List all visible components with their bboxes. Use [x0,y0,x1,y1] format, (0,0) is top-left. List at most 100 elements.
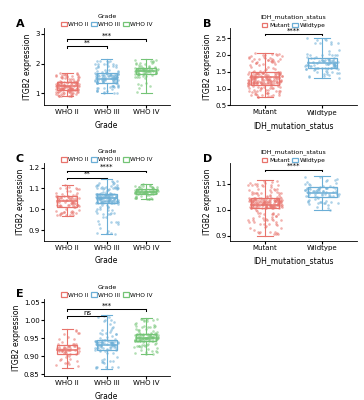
Point [137,337,143,344]
Point [133,195,139,202]
Point [143,66,149,72]
Point [250,79,256,85]
Point [56,344,62,350]
Point [153,190,158,196]
Point [258,80,264,86]
Point [112,343,118,350]
Point [110,340,115,346]
Point [275,182,281,188]
Point [96,339,102,346]
Point [274,196,280,202]
Point [61,350,67,356]
Point [95,199,100,206]
Point [115,198,121,205]
Point [106,195,112,202]
Point [107,192,112,198]
Point [336,47,341,54]
Point [328,65,334,72]
Point [268,55,273,61]
Point [115,339,121,346]
Point [115,68,120,75]
Point [100,192,106,198]
Point [106,186,112,192]
Point [252,50,258,57]
Point [273,61,278,67]
Point [66,202,72,208]
Point [111,197,116,204]
Y-axis label: ITGB2 expression: ITGB2 expression [203,169,212,235]
Point [100,74,106,80]
Point [259,81,265,88]
Point [136,184,142,190]
Point [94,88,100,94]
Point [154,335,160,341]
Point [276,210,281,217]
Point [261,178,266,184]
Point [69,73,75,79]
Point [265,64,271,71]
Point [99,198,105,205]
Point [115,84,121,90]
Point [98,342,104,348]
Point [107,346,113,352]
Point [250,72,256,78]
Point [111,342,117,348]
Point [108,210,114,217]
Point [257,198,263,205]
Point [70,87,76,93]
Point [135,68,141,74]
Point [105,194,111,201]
Point [95,64,100,70]
Point [95,197,101,203]
Point [97,195,103,202]
Point [145,340,151,347]
Point [146,192,152,198]
Point [147,83,153,89]
Point [57,86,63,93]
Point [257,228,263,235]
Point [277,78,283,84]
Point [152,330,158,336]
Point [114,64,119,70]
X-axis label: IDH_mutation_status: IDH_mutation_status [253,121,334,130]
Point [152,64,158,70]
Point [137,330,143,337]
Point [147,182,153,188]
Point [314,200,320,207]
Point [101,89,107,96]
Point [248,74,254,80]
Point [104,346,110,352]
Point [66,184,72,190]
Point [273,220,279,227]
Point [273,88,279,94]
Point [274,76,280,83]
Point [303,66,309,72]
Point [66,193,71,200]
Point [104,192,110,198]
Point [251,75,257,81]
Point [143,349,149,356]
Point [266,197,272,203]
Point [68,79,74,86]
Point [251,190,257,196]
Point [263,203,269,210]
Point [335,66,341,72]
Point [317,199,323,205]
Point [93,364,99,371]
Point [149,184,155,190]
Point [253,196,258,202]
Point [321,183,327,189]
Point [75,77,81,83]
Point [246,187,252,193]
Point [141,336,147,342]
Point [75,82,80,89]
Point [259,92,265,98]
Point [265,92,271,99]
Point [251,78,257,84]
Point [105,198,111,204]
Point [93,183,99,189]
Point [319,57,325,64]
Point [104,187,110,194]
Point [112,231,118,237]
Point [136,71,142,77]
